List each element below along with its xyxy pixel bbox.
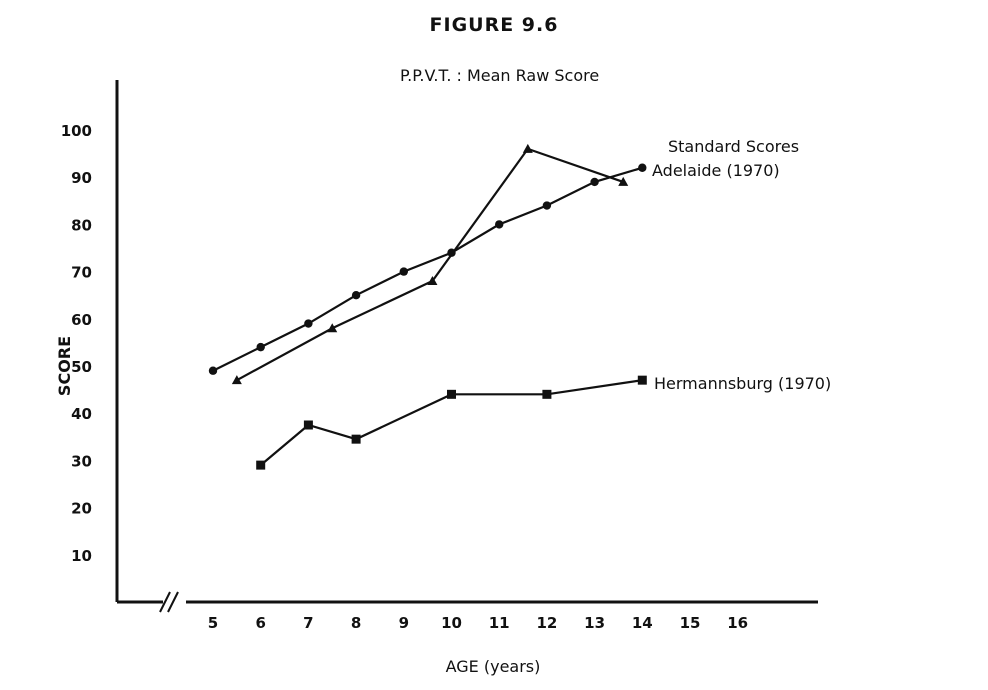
data-point	[231, 375, 242, 385]
series-group	[208, 143, 647, 470]
data-point	[637, 375, 647, 385]
axis-break-marker	[159, 591, 179, 613]
y-tick-label: 90	[71, 169, 92, 187]
x-tick-label: 7	[303, 614, 313, 632]
x-tick-label: 9	[399, 614, 409, 632]
data-point	[427, 276, 438, 286]
x-tick-label: 11	[489, 614, 510, 632]
figure-title: FIGURE 9.6	[429, 14, 559, 36]
y-tick-label: 60	[71, 311, 92, 329]
series-line	[212, 166, 643, 372]
x-tick-labels: 5 6 7 8 9 10 11 12 13 14 15 16	[208, 614, 748, 632]
x-tick-label: 8	[351, 614, 361, 632]
y-axis-label: SCORE	[55, 336, 74, 396]
series-label: Standard Scores	[668, 137, 799, 156]
data-point	[303, 420, 313, 430]
x-tick-label: 15	[680, 614, 701, 632]
data-point	[638, 163, 647, 172]
series-label: Hermannsburg (1970)	[654, 374, 831, 393]
x-tick-label: 14	[632, 614, 653, 632]
y-tick-label: 100	[61, 122, 92, 140]
series-label: Adelaide (1970)	[652, 161, 780, 180]
x-tick-label: 5	[208, 614, 218, 632]
y-tick-label: 30	[71, 452, 92, 470]
data-point	[542, 389, 552, 399]
data-point	[447, 389, 456, 399]
series-line	[236, 147, 624, 382]
data-point	[327, 323, 338, 333]
chart-title: P.P.V.T. : Mean Raw Score	[400, 66, 600, 85]
data-point	[208, 366, 218, 375]
x-tick-label: 6	[255, 614, 265, 632]
data-point	[304, 319, 313, 328]
data-point	[351, 434, 361, 444]
data-point	[399, 267, 408, 276]
x-tick-label: 12	[536, 614, 557, 632]
data-point	[495, 220, 504, 229]
series-square	[256, 375, 647, 470]
y-tick-labels: 10 20 30 40 50 60 70 80 90 100	[61, 122, 92, 565]
y-tick-label: 70	[71, 264, 92, 282]
series-circle	[208, 163, 647, 375]
data-point	[618, 176, 629, 186]
data-point	[542, 201, 552, 210]
data-point	[590, 177, 599, 187]
x-tick-label: 13	[584, 614, 605, 632]
y-tick-label: 10	[71, 547, 92, 565]
data-point	[256, 460, 266, 470]
y-tick-label: 50	[71, 358, 92, 376]
data-point	[447, 248, 456, 257]
series-line	[259, 379, 643, 466]
axes	[115, 80, 818, 613]
y-tick-label: 40	[71, 405, 92, 423]
data-point	[256, 342, 265, 352]
data-point	[351, 291, 361, 300]
x-tick-label: 10	[441, 614, 462, 632]
y-tick-label: 80	[71, 216, 92, 234]
data-point	[522, 143, 533, 153]
series-labels: Standard Scores Adelaide (1970) Hermannsbu…	[652, 137, 831, 393]
x-axis-label: AGE (years)	[446, 657, 541, 676]
x-tick-label: 16	[727, 614, 748, 632]
y-tick-label: 20	[71, 500, 92, 518]
series-triangle	[231, 143, 629, 385]
